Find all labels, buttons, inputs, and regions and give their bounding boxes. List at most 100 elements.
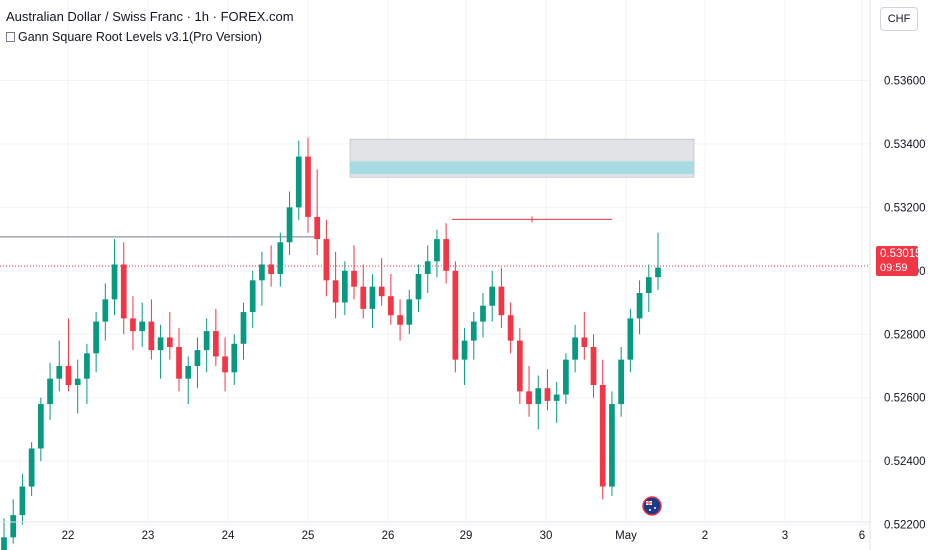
candle-body bbox=[176, 346, 182, 379]
candle bbox=[28, 442, 35, 497]
candle bbox=[406, 289, 413, 335]
candle-body bbox=[470, 321, 477, 341]
candle bbox=[369, 273, 376, 328]
candle bbox=[56, 340, 63, 392]
candle bbox=[526, 365, 532, 417]
candle-body bbox=[268, 264, 274, 274]
candle bbox=[323, 220, 330, 297]
candle-body bbox=[369, 286, 376, 309]
candle bbox=[19, 473, 26, 525]
last-price-tag: 0.53015 09:59 bbox=[876, 246, 922, 276]
candle bbox=[240, 302, 247, 360]
candle-body bbox=[572, 337, 578, 360]
candle bbox=[74, 359, 81, 414]
candle-body bbox=[609, 404, 615, 487]
candle-body bbox=[516, 340, 523, 392]
candle-body bbox=[424, 261, 431, 274]
candle-body bbox=[213, 331, 219, 357]
candle bbox=[599, 359, 606, 500]
candle bbox=[645, 264, 652, 313]
price-tick-label: 0.52400 bbox=[884, 456, 926, 468]
candle-body bbox=[636, 293, 643, 319]
time-tick-label: 3 bbox=[782, 530, 788, 542]
candle bbox=[351, 245, 357, 300]
candle-body bbox=[590, 346, 597, 386]
symbol-title[interactable]: Australian Dollar / Swiss Franc · 1h · F… bbox=[6, 9, 294, 24]
candle bbox=[305, 137, 311, 233]
candle bbox=[185, 356, 192, 405]
candle-body bbox=[535, 388, 542, 405]
candle-body bbox=[526, 391, 532, 405]
candle-body bbox=[56, 365, 63, 379]
candle bbox=[176, 327, 182, 392]
candle bbox=[148, 299, 155, 360]
candle-body bbox=[84, 353, 90, 379]
chart-legend: Australian Dollar / Swiss Franc · 1h · F… bbox=[6, 9, 294, 45]
candle bbox=[222, 337, 228, 392]
candle bbox=[139, 302, 146, 347]
candle bbox=[360, 264, 367, 319]
indicator-legend[interactable]: Gann Square Root Levels v3.1(Pro Version… bbox=[6, 29, 294, 45]
candle-body bbox=[655, 267, 661, 278]
candle bbox=[498, 267, 505, 328]
candle-body bbox=[507, 315, 514, 341]
candle-body bbox=[489, 286, 496, 306]
candle-body bbox=[277, 242, 284, 274]
candle bbox=[452, 261, 459, 373]
candle bbox=[516, 327, 523, 405]
indicator-icon bbox=[6, 32, 15, 42]
candle-body bbox=[286, 207, 293, 243]
candle bbox=[120, 242, 127, 335]
candle bbox=[470, 312, 477, 360]
candle-body bbox=[19, 486, 26, 516]
candle bbox=[461, 327, 468, 386]
candle bbox=[194, 337, 201, 389]
time-tick-label: 6 bbox=[859, 530, 865, 542]
chart-lines bbox=[0, 216, 870, 267]
candle-body bbox=[563, 359, 569, 395]
candle bbox=[590, 334, 597, 398]
candle bbox=[544, 369, 551, 411]
supply-zone bbox=[349, 138, 695, 178]
chart-grid bbox=[0, 0, 870, 526]
candle-body bbox=[28, 448, 35, 487]
candle-body bbox=[93, 321, 99, 354]
candle-body bbox=[314, 216, 321, 240]
candle bbox=[332, 251, 339, 319]
candle-body bbox=[415, 273, 422, 300]
candle-body bbox=[10, 515, 17, 538]
candle-body bbox=[323, 239, 330, 281]
candle bbox=[581, 312, 588, 360]
price-axis[interactable]: 0.522000.524000.526000.528000.530000.532… bbox=[869, 0, 926, 550]
candle-body bbox=[139, 321, 146, 332]
candle-body bbox=[351, 270, 357, 287]
price-tick-label: 0.52200 bbox=[884, 520, 926, 532]
candle bbox=[268, 245, 274, 287]
candle-body bbox=[111, 264, 118, 300]
candle-body bbox=[406, 299, 413, 325]
price-tick-label: 0.53600 bbox=[884, 75, 926, 87]
candle-body bbox=[627, 318, 634, 360]
candle-body bbox=[553, 394, 560, 401]
candle-body bbox=[166, 337, 173, 347]
candle bbox=[166, 312, 173, 360]
candle bbox=[203, 318, 210, 373]
candle bbox=[507, 302, 514, 354]
currency-button[interactable]: CHF bbox=[880, 7, 918, 31]
candle-body bbox=[341, 270, 348, 303]
candle bbox=[378, 258, 385, 306]
candle-body bbox=[434, 239, 440, 262]
candle-body bbox=[37, 404, 44, 449]
time-axis[interactable]: 22 23 24 25 26 29 30 May 2 3 6 bbox=[0, 521, 870, 542]
flag-au-icon[interactable] bbox=[642, 496, 662, 516]
candle bbox=[286, 191, 293, 255]
candle bbox=[553, 381, 560, 424]
candle bbox=[563, 353, 569, 405]
candle bbox=[480, 293, 486, 338]
candle-body bbox=[452, 270, 459, 360]
candle-body bbox=[240, 312, 247, 344]
candle-body bbox=[645, 277, 652, 294]
candle bbox=[65, 318, 72, 392]
zone-band bbox=[350, 161, 694, 175]
